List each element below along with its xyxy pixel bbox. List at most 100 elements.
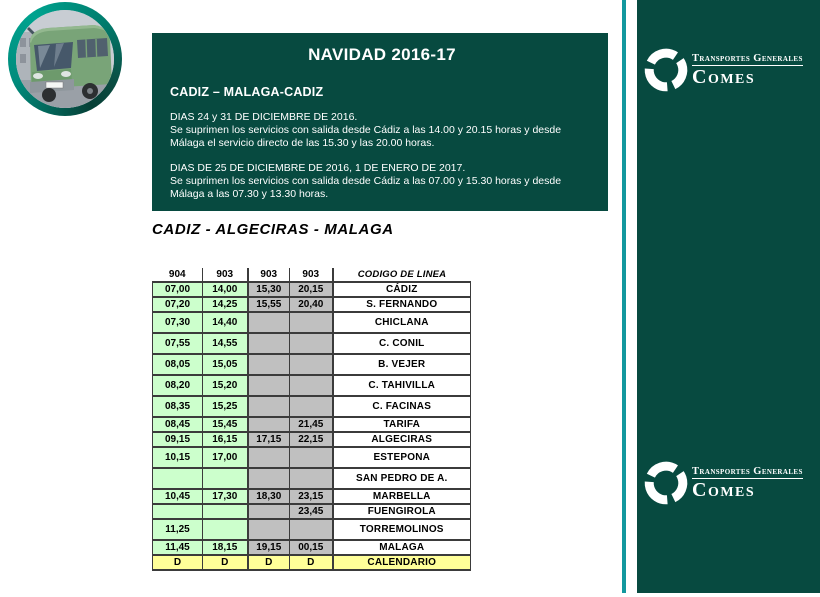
time-cell: 17,30 [202, 488, 248, 505]
comes-logo-top: Transportes Generales Comes [642, 46, 816, 94]
time-cell: 14,25 [202, 296, 248, 313]
comes-logo-line1: Transportes Generales [692, 53, 803, 66]
station-cell: MALAGA [331, 539, 471, 556]
column-header-2: 903 [246, 268, 290, 282]
time-cell [152, 467, 203, 490]
station-cell: FUENGIROLA [331, 503, 471, 520]
timetable-row: 10,45 17,30 18,30 23,15 MARBELLA [152, 488, 471, 505]
time-cell: 07,30 [152, 311, 203, 334]
time-cell: 08,35 [152, 395, 203, 418]
time-cell: 18,30 [246, 488, 290, 505]
time-cell [246, 518, 290, 541]
station-cell: TARIFA [331, 416, 471, 433]
bus-photo-icon [16, 10, 114, 108]
timetable-row: 08,35 15,25 C. FACINAS [152, 395, 471, 418]
timetable: 904 903 903 903 CODIGO DE LINEA 07,00 14,00 15… [152, 268, 471, 571]
bus-illustration-icon [16, 10, 114, 108]
time-cell: 07,20 [152, 296, 203, 313]
time-cell [246, 503, 290, 520]
bus-logo [8, 2, 122, 116]
column-header-1: 903 [202, 268, 248, 282]
time-cell: 18,15 [202, 539, 248, 556]
sidebar: Transportes Generales Comes Transportes … [637, 0, 820, 593]
time-cell: 07,55 [152, 332, 203, 355]
time-cell [289, 311, 333, 334]
time-cell [246, 332, 290, 355]
time-cell [202, 467, 248, 490]
time-cell [202, 518, 248, 541]
station-cell: TORREMOLINOS [331, 518, 471, 541]
time-cell [289, 353, 333, 376]
station-cell: C. FACINAS [331, 395, 471, 418]
time-cell: 15,30 [246, 281, 290, 298]
time-cell: 20,40 [289, 296, 333, 313]
time-cell: 11,25 [152, 518, 203, 541]
time-cell [246, 416, 290, 433]
time-cell: D [289, 554, 333, 571]
station-cell: CHICLANA [331, 311, 471, 334]
station-cell: S. FERNANDO [331, 296, 471, 313]
time-cell: 22,15 [289, 431, 333, 448]
notice-paragraph-2-body: Se suprimen los servicios con salida des… [170, 175, 562, 200]
comes-logo-bottom: Transportes Generales Comes [642, 459, 816, 507]
notice-subtitle: CADIZ – MALAGA-CADIZ [170, 85, 324, 99]
comes-ring-icon [644, 461, 688, 505]
timetable-header-row: 904 903 903 903 CODIGO DE LINEA [152, 268, 471, 282]
station-cell: SAN PEDRO DE A. [331, 467, 471, 490]
station-cell: CALENDARIO [331, 554, 471, 571]
time-cell [246, 446, 290, 469]
time-cell: 07,00 [152, 281, 203, 298]
time-cell [289, 332, 333, 355]
time-cell [246, 353, 290, 376]
comes-logo-text: Transportes Generales Comes [692, 466, 803, 500]
time-cell: 17,00 [202, 446, 248, 469]
notice-title: NAVIDAD 2016-17 [308, 45, 456, 64]
station-cell: C. CONIL [331, 332, 471, 355]
time-cell: 23,45 [289, 503, 333, 520]
time-cell [202, 503, 248, 520]
time-cell: 15,55 [246, 296, 290, 313]
time-cell [246, 395, 290, 418]
time-cell [246, 311, 290, 334]
time-cell: 14,40 [202, 311, 248, 334]
station-cell: CÁDIZ [331, 281, 471, 298]
notice-paragraph-1: DIAS 24 y 31 DE DICIEMBRE DE 2016. Se su… [170, 111, 594, 150]
comes-logo-name: Comes [692, 66, 756, 88]
timetable-row: 07,20 14,25 15,55 20,40 S. FERNANDO [152, 296, 471, 313]
column-header-3: 903 [289, 268, 333, 282]
time-cell [152, 503, 203, 520]
notice-paragraph-1-heading: DIAS 24 y 31 DE DICIEMBRE DE 2016. [170, 111, 358, 123]
time-cell [289, 446, 333, 469]
notice-paragraph-2-heading: DIAS DE 25 DE DICIEMBRE DE 2016, 1 DE EN… [170, 162, 466, 174]
time-cell: 23,15 [289, 488, 333, 505]
time-cell [246, 467, 290, 490]
station-cell: C. TAHIVILLA [331, 374, 471, 397]
timetable-row: 07,55 14,55 C. CONIL [152, 332, 471, 355]
timetable-row: 07,00 14,00 15,30 20,15 CÁDIZ [152, 281, 471, 298]
notice-paragraph-1-body: Se suprimen los servicios con salida des… [170, 124, 562, 149]
time-cell: 10,45 [152, 488, 203, 505]
time-cell [289, 374, 333, 397]
time-cell: 15,05 [202, 353, 248, 376]
time-cell: D [202, 554, 248, 571]
timetable-row: 07,30 14,40 CHICLANA [152, 311, 471, 334]
timetable-row: 08,20 15,20 C. TAHIVILLA [152, 374, 471, 397]
station-cell: ALGECIRAS [331, 431, 471, 448]
comes-ring-icon [644, 48, 688, 92]
timetable-row: SAN PEDRO DE A. [152, 467, 471, 490]
time-cell: 21,45 [289, 416, 333, 433]
timetable-row: 10,15 17,00 ESTEPONA [152, 446, 471, 469]
teal-accent-line [622, 0, 626, 593]
time-cell: 00,15 [289, 539, 333, 556]
time-cell: 10,15 [152, 446, 203, 469]
time-cell: 09,15 [152, 431, 203, 448]
timetable-row: D D D D CALENDARIO [152, 554, 471, 571]
time-cell: 20,15 [289, 281, 333, 298]
notice-paragraph-2: DIAS DE 25 DE DICIEMBRE DE 2016, 1 DE EN… [170, 162, 594, 201]
column-header-linea: CODIGO DE LINEA [331, 268, 471, 282]
time-cell: 08,05 [152, 353, 203, 376]
time-cell [289, 467, 333, 490]
time-cell: 17,15 [246, 431, 290, 448]
comes-logo-text: Transportes Generales Comes [692, 53, 803, 87]
